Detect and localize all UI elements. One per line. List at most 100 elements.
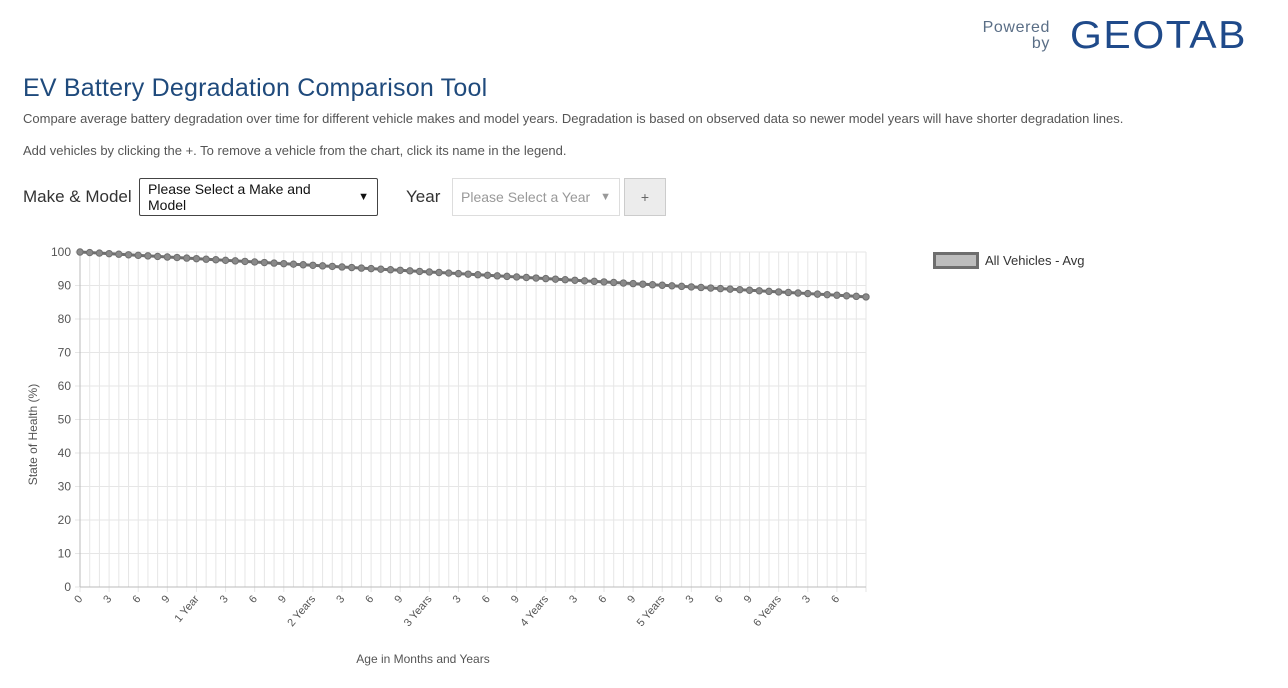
data-point: [600, 278, 608, 286]
data-point: [842, 292, 851, 300]
x-tick-label: 6: [829, 593, 842, 605]
data-point: [804, 289, 812, 298]
x-tick-label: 3 Years: [402, 593, 435, 629]
data-point: [328, 262, 336, 271]
x-tick-label: 9: [625, 593, 638, 605]
x-tick-label: 3: [567, 593, 580, 605]
year-select-value: Please Select a Year: [461, 189, 591, 205]
data-point: [493, 272, 501, 280]
y-tick-label: 70: [58, 346, 72, 360]
x-tick-label: 6: [247, 593, 260, 605]
data-point: [687, 283, 696, 291]
data-point: [454, 269, 463, 278]
data-point: [250, 258, 259, 266]
data-point: [542, 274, 550, 283]
data-point: [86, 248, 94, 257]
x-tick-label: 9: [742, 593, 755, 605]
data-point: [610, 278, 618, 287]
geotab-logo: Powered by GEOTAB: [976, 14, 1278, 58]
data-point: [309, 261, 317, 270]
page-title: EV Battery Degradation Comparison Tool: [23, 74, 488, 102]
data-point: [270, 259, 278, 267]
data-point: [590, 277, 598, 286]
data-point: [435, 268, 443, 277]
powered-by-text: Powered by: [982, 19, 1050, 52]
data-point: [406, 267, 414, 275]
data-point: [396, 266, 404, 274]
x-axis-title: Age in Months and Years: [356, 652, 489, 666]
x-tick-label: 9: [160, 593, 173, 605]
data-point: [629, 279, 637, 288]
data-point: [551, 275, 560, 283]
x-tick-label: 9: [509, 593, 522, 605]
y-tick-label: 50: [58, 413, 72, 427]
data-point: [823, 290, 831, 299]
data-point: [377, 265, 385, 273]
data-point: [357, 264, 366, 272]
data-point: [183, 254, 191, 262]
data-point: [580, 277, 589, 285]
data-point: [862, 293, 870, 301]
data-point: [697, 283, 705, 292]
data-point: [639, 280, 647, 288]
data-point: [677, 282, 686, 291]
data-point: [833, 291, 841, 299]
x-tick-label: 6 Years: [751, 593, 784, 629]
x-tick-label: 0: [72, 593, 85, 605]
data-point: [415, 267, 424, 276]
x-tick-label: 9: [392, 593, 405, 605]
legend-label: All Vehicles - Avg: [985, 253, 1085, 268]
data-point: [105, 249, 113, 258]
chevron-down-icon: ▼: [600, 191, 611, 203]
data-point: [813, 290, 822, 298]
data-point: [231, 257, 239, 265]
data-point: [852, 292, 860, 301]
data-point: [212, 256, 220, 264]
data-point: [386, 266, 395, 274]
data-point: [503, 272, 511, 281]
y-tick-label: 0: [64, 580, 71, 594]
data-point: [280, 259, 288, 268]
data-point: [745, 286, 754, 294]
data-point: [755, 287, 763, 295]
data-point: [348, 263, 356, 272]
data-point: [202, 255, 210, 263]
x-tick-label: 1 Year: [172, 593, 201, 625]
make-model-select[interactable]: Please Select a Make and Model ▼: [139, 178, 378, 216]
page-description: Compare average battery degradation over…: [23, 111, 1124, 126]
data-point: [571, 276, 579, 284]
data-point: [736, 285, 744, 294]
x-tick-label: 4 Years: [518, 593, 551, 629]
y-tick-label: 80: [58, 312, 72, 326]
data-point: [367, 264, 375, 273]
data-point: [774, 288, 783, 296]
year-select[interactable]: Please Select a Year ▼: [452, 178, 620, 216]
data-point: [124, 251, 133, 259]
data-point: [483, 271, 492, 279]
data-point: [173, 253, 181, 262]
x-tick-label: 3: [684, 593, 697, 605]
x-tick-label: 5 Years: [635, 593, 668, 629]
data-point: [241, 257, 249, 266]
make-model-select-value: Please Select a Make and Model: [148, 181, 311, 213]
x-tick-label: 6: [363, 593, 376, 605]
x-tick-label: 6: [713, 593, 726, 605]
data-point: [658, 281, 666, 289]
data-point: [522, 273, 531, 282]
geotab-wordmark: GEOTAB: [1070, 14, 1248, 57]
x-tick-label: 3: [800, 593, 813, 605]
data-point: [163, 253, 172, 261]
add-vehicle-button[interactable]: +: [624, 178, 666, 216]
data-point: [648, 280, 657, 289]
y-tick-label: 10: [58, 547, 72, 561]
data-point: [153, 252, 162, 261]
legend-item-all-vehicles[interactable]: All Vehicles - Avg: [933, 252, 1084, 269]
data-point: [115, 250, 123, 258]
data-point: [260, 258, 269, 267]
data-point: [134, 251, 142, 260]
x-tick-label: 3: [334, 593, 347, 605]
data-point: [707, 284, 715, 292]
data-point: [144, 252, 152, 260]
y-tick-label: 60: [58, 379, 72, 393]
